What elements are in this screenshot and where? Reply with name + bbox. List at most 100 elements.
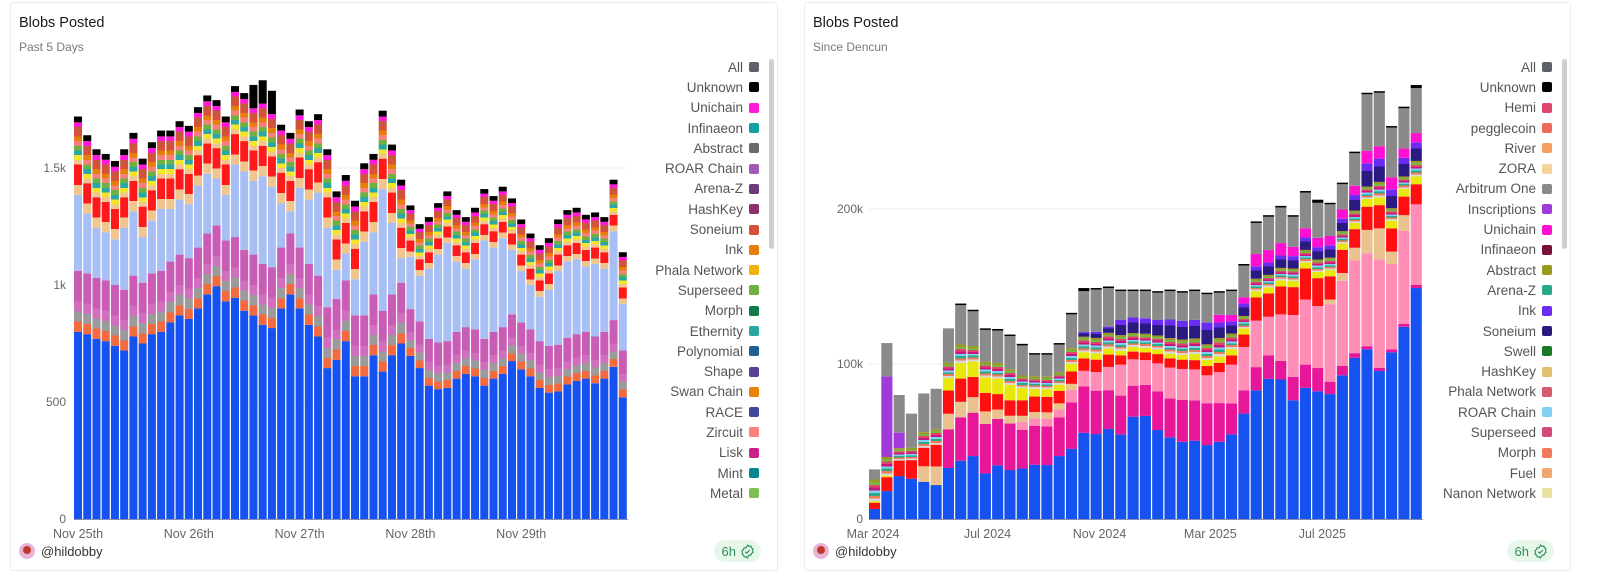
bar-segment[interactable]: [1250, 291, 1262, 298]
bar-segment[interactable]: [581, 219, 590, 250]
bar-segment[interactable]: [517, 369, 526, 519]
bar-segment[interactable]: [544, 289, 553, 346]
legend-item[interactable]: Phala Network: [591, 260, 761, 280]
bar-segment[interactable]: [967, 309, 979, 312]
bar-segment[interactable]: [1078, 386, 1090, 433]
bar-segment[interactable]: [535, 249, 544, 281]
bar-segment[interactable]: [1127, 333, 1139, 347]
bar-segment[interactable]: [1102, 428, 1115, 519]
bar-segment[interactable]: [1041, 353, 1053, 355]
bar-segment[interactable]: [1029, 354, 1041, 377]
bar-segment[interactable]: [332, 197, 341, 240]
bar-segment[interactable]: [967, 311, 979, 347]
bar-segment[interactable]: [83, 183, 92, 214]
bar-segment[interactable]: [1410, 85, 1422, 89]
bar-segment[interactable]: [489, 378, 498, 519]
bar-segment[interactable]: [147, 334, 156, 519]
bar-segment[interactable]: [1398, 215, 1410, 231]
bar-segment[interactable]: [1262, 216, 1275, 251]
bar-segment[interactable]: [295, 187, 304, 248]
bar-segment[interactable]: [1053, 384, 1065, 391]
bar-segment[interactable]: [286, 132, 295, 139]
bar-segment[interactable]: [1152, 335, 1164, 350]
bar-segment[interactable]: [893, 448, 905, 461]
bar-segment[interactable]: [609, 231, 618, 321]
bar-segment[interactable]: [203, 143, 212, 174]
bar-segment[interactable]: [1189, 369, 1201, 401]
bar-segment[interactable]: [979, 423, 991, 474]
bar-segment[interactable]: [387, 144, 396, 151]
bar-segment[interactable]: [1127, 317, 1139, 334]
bar-segment[interactable]: [212, 225, 221, 287]
bar-segment[interactable]: [175, 254, 184, 316]
bar-segment[interactable]: [120, 149, 129, 156]
bar-segment[interactable]: [184, 258, 193, 319]
bar-segment[interactable]: [157, 178, 166, 209]
bar-segment[interactable]: [424, 221, 433, 253]
bar-segment[interactable]: [535, 387, 544, 519]
bar-segment[interactable]: [1238, 390, 1250, 414]
bar-segment[interactable]: [221, 194, 230, 241]
legend-item[interactable]: Infinaeon: [591, 118, 761, 138]
bar-segment[interactable]: [1078, 358, 1090, 371]
bar-segment[interactable]: [526, 376, 535, 519]
bar-segment[interactable]: [979, 473, 991, 519]
bar-segment[interactable]: [304, 127, 313, 170]
bar-segment[interactable]: [967, 456, 979, 519]
bar-segment[interactable]: [1004, 384, 1016, 401]
bar-segment[interactable]: [378, 371, 387, 519]
bar-segment[interactable]: [452, 245, 461, 262]
bar-segment[interactable]: [1373, 92, 1385, 147]
bar-segment[interactable]: [184, 125, 193, 132]
bar-segment[interactable]: [1176, 368, 1188, 400]
bar-segment[interactable]: [1361, 198, 1373, 207]
bar-segment[interactable]: [397, 258, 406, 283]
legend-item[interactable]: River: [1384, 138, 1554, 158]
bar-segment[interactable]: [1250, 221, 1262, 223]
legend-item[interactable]: Infinaeon: [1384, 240, 1554, 260]
bar-segment[interactable]: [918, 481, 930, 519]
bar-segment[interactable]: [1152, 430, 1164, 519]
bar-segment[interactable]: [554, 219, 563, 225]
bar-segment[interactable]: [101, 153, 110, 160]
bar-segment[interactable]: [498, 373, 507, 519]
bar-segment[interactable]: [1312, 247, 1324, 260]
bar-segment[interactable]: [397, 282, 406, 344]
bar-segment[interactable]: [1398, 176, 1410, 189]
bar-segment[interactable]: [1349, 210, 1361, 223]
bar-segment[interactable]: [572, 334, 581, 381]
bar-segment[interactable]: [554, 254, 563, 271]
bar-segment[interactable]: [480, 338, 489, 386]
bar-segment[interactable]: [1262, 274, 1275, 288]
bar-segment[interactable]: [1029, 464, 1041, 519]
bar-segment[interactable]: [1152, 292, 1164, 320]
bar-segment[interactable]: [1029, 353, 1041, 355]
bar-segment[interactable]: [1090, 390, 1102, 435]
bar-segment[interactable]: [351, 376, 360, 519]
bar-segment[interactable]: [184, 204, 193, 259]
bar-segment[interactable]: [1398, 188, 1410, 197]
bar-segment[interactable]: [387, 294, 396, 356]
bar-segment[interactable]: [1336, 209, 1348, 219]
bar-segment[interactable]: [314, 114, 323, 121]
bar-segment[interactable]: [1398, 157, 1410, 177]
bar-segment[interactable]: [1398, 106, 1410, 109]
bar-segment[interactable]: [1361, 186, 1373, 199]
bar-segment[interactable]: [1189, 291, 1201, 320]
bar-segment[interactable]: [572, 259, 581, 335]
bar-segment[interactable]: [1275, 286, 1287, 315]
bar-segment[interactable]: [480, 385, 489, 519]
bar-segment[interactable]: [129, 132, 138, 139]
bar-segment[interactable]: [267, 114, 276, 157]
bar-segment[interactable]: [1386, 349, 1398, 353]
bar-segment[interactable]: [360, 169, 369, 212]
bar-segment[interactable]: [295, 247, 304, 309]
bar-segment[interactable]: [1324, 299, 1336, 305]
bar-segment[interactable]: [554, 224, 563, 255]
bar-segment[interactable]: [1213, 403, 1225, 442]
bar-segment[interactable]: [1041, 412, 1053, 419]
legend-item[interactable]: Swan Chain: [591, 382, 761, 402]
bar-segment[interactable]: [1201, 375, 1213, 404]
bar-segment[interactable]: [461, 373, 470, 519]
bar-segment[interactable]: [110, 345, 119, 519]
